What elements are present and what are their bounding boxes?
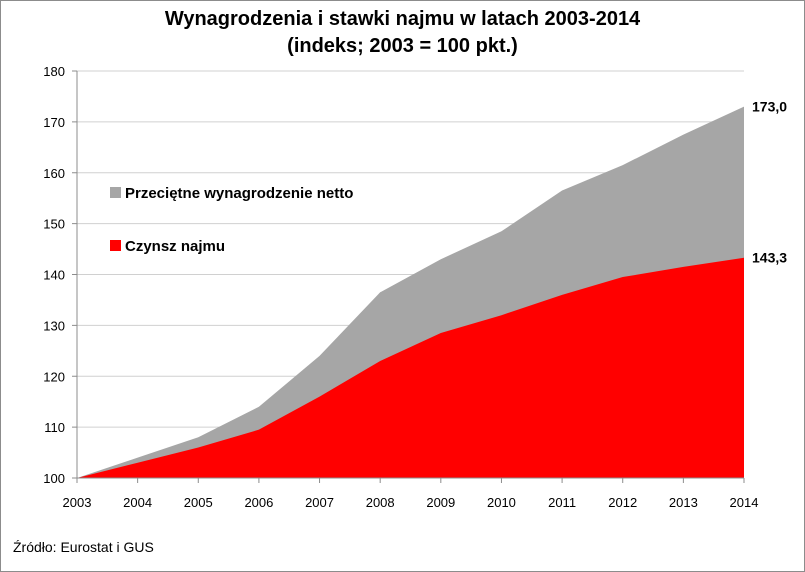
y-tick-label-180: 180 bbox=[43, 64, 65, 79]
series-area-rent bbox=[77, 257, 744, 478]
y-tick-label-160: 160 bbox=[43, 166, 65, 181]
x-tick-label-2010: 2010 bbox=[487, 495, 516, 510]
x-tick-label-2006: 2006 bbox=[244, 495, 273, 510]
source-note: Źródło: Eurostat i GUS bbox=[13, 539, 154, 555]
chart-title: Wynagrodzenia i stawki najmu w latach 20… bbox=[164, 8, 641, 30]
x-tick-label-2004: 2004 bbox=[123, 495, 152, 510]
x-tick-labels: 2003 2004 2005 2006 2007 2008 2009 2010 2011 2012… bbox=[63, 495, 759, 510]
chart-title-block: Wynagrodzenia i stawki najmu w latach 20… bbox=[0, 6, 805, 60]
x-tick-label-2013: 2013 bbox=[669, 495, 698, 510]
legend-swatch-wages bbox=[110, 187, 121, 198]
legend-swatch-rent bbox=[110, 240, 121, 251]
legend: Przeciętne wynagrodzenie netto Czynsz naj… bbox=[110, 185, 353, 255]
y-tick-label-150: 150 bbox=[43, 217, 65, 232]
end-label-rent: 143,3 bbox=[752, 250, 787, 266]
x-tick-label-2008: 2008 bbox=[366, 495, 395, 510]
x-tick-label-2005: 2005 bbox=[184, 495, 213, 510]
x-tick-label-2009: 2009 bbox=[426, 495, 455, 510]
end-labels: 173,0 143,3 bbox=[752, 99, 787, 266]
legend-label-wages: Przeciętne wynagrodzenie netto bbox=[125, 185, 353, 202]
x-tick-label-2014: 2014 bbox=[730, 495, 759, 510]
y-tick-label-170: 170 bbox=[43, 115, 65, 130]
series-areas bbox=[77, 106, 744, 479]
y-tick-label-130: 130 bbox=[43, 318, 65, 333]
y-tick-label-140: 140 bbox=[43, 268, 65, 283]
x-tick-label-2007: 2007 bbox=[305, 495, 334, 510]
y-tick-label-120: 120 bbox=[43, 369, 65, 384]
x-tick-label-2012: 2012 bbox=[608, 495, 637, 510]
end-label-wages: 173,0 bbox=[752, 99, 787, 115]
x-tick-label-2003: 2003 bbox=[63, 495, 92, 510]
y-tick-label-100: 100 bbox=[43, 471, 65, 486]
y-tick-label-110: 110 bbox=[44, 420, 65, 435]
y-tick-labels: 100 110 120 130 140 150 160 170 180 bbox=[43, 64, 65, 486]
legend-label-rent: Czynsz najmu bbox=[125, 238, 225, 255]
axes bbox=[72, 70, 745, 483]
x-tick-label-2011: 2011 bbox=[548, 495, 576, 510]
chart-subtitle: (indeks; 2003 = 100 pkt.) bbox=[287, 35, 518, 57]
